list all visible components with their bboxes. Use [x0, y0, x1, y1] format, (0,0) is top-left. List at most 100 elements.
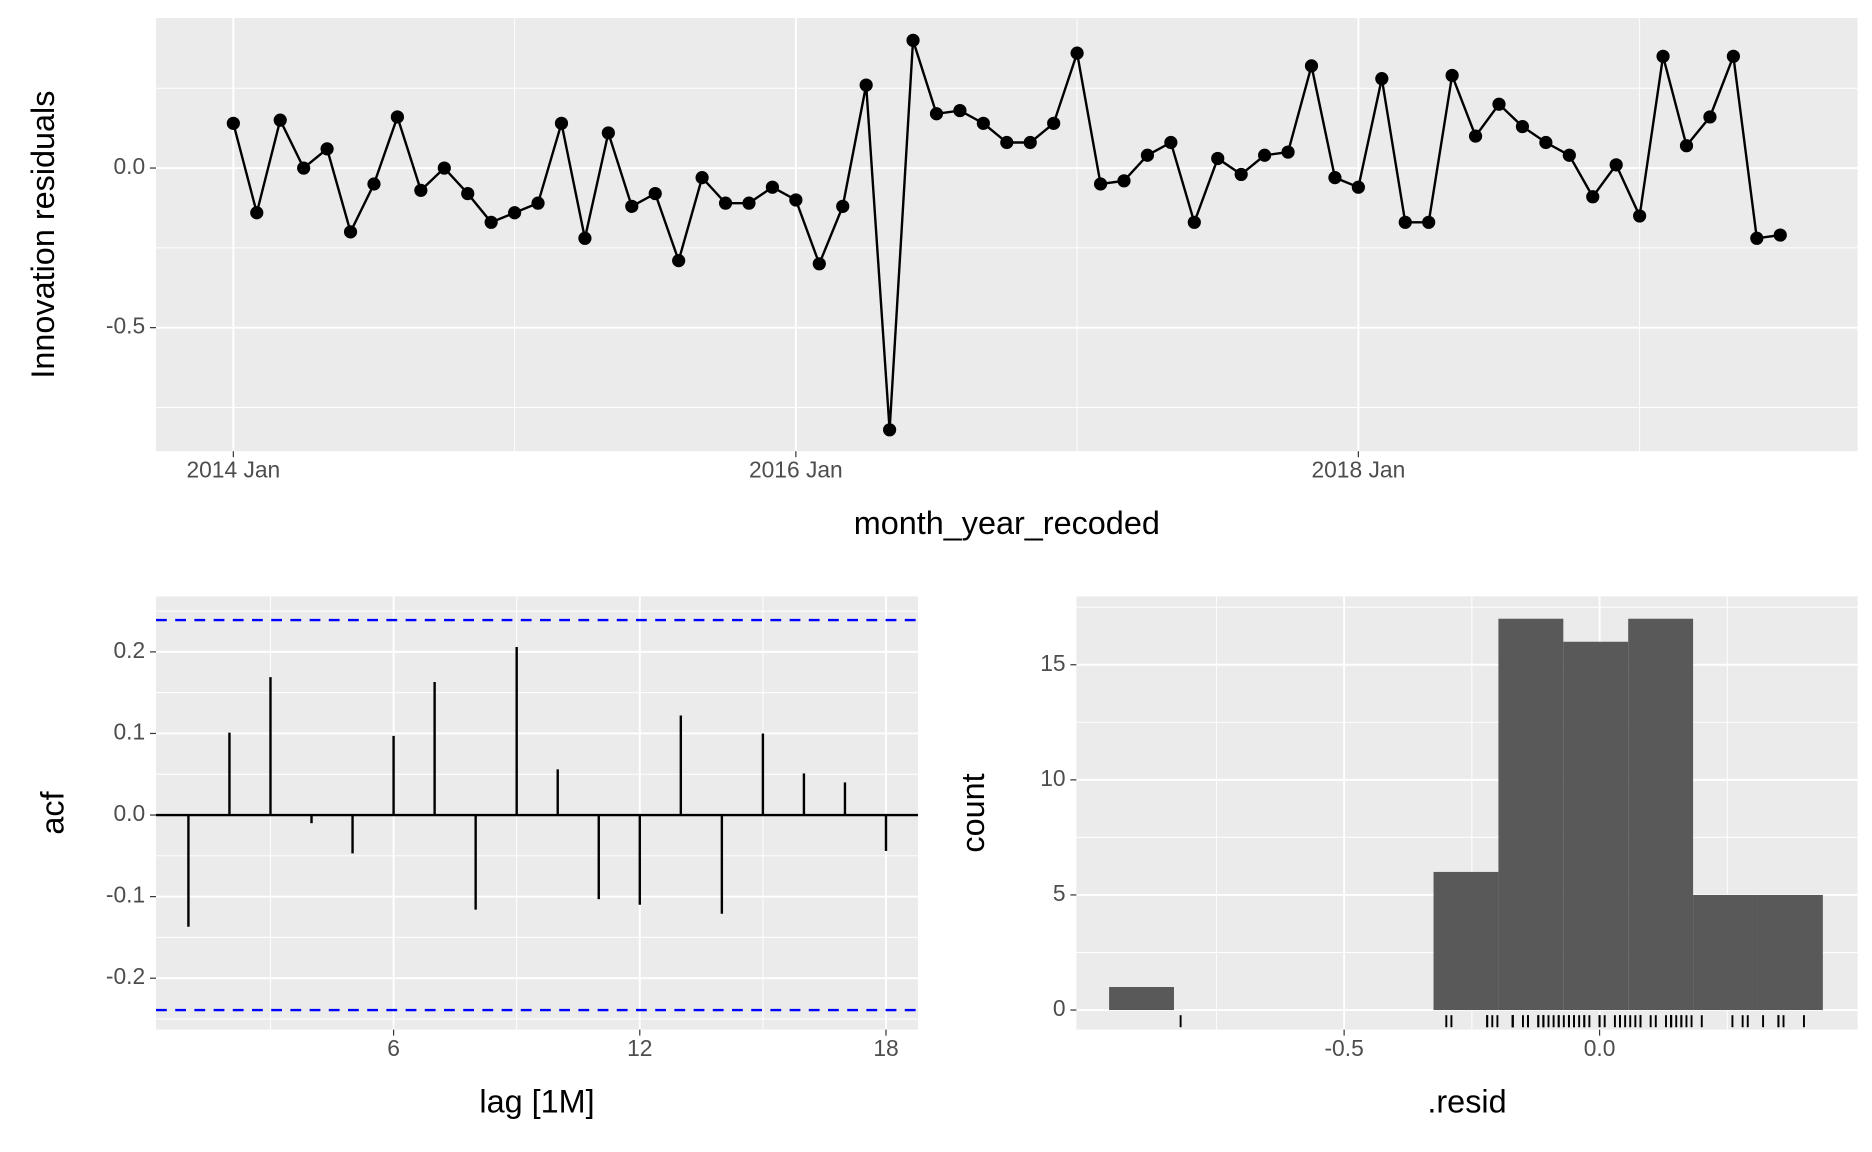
- point: [1726, 49, 1740, 63]
- point: [437, 161, 451, 175]
- point: [1351, 180, 1365, 194]
- point: [320, 142, 334, 156]
- bar: [1498, 618, 1564, 1011]
- point: [976, 116, 990, 130]
- point: [273, 113, 287, 127]
- y-tick-label: -0.2: [106, 963, 145, 989]
- bar: [1563, 641, 1629, 1011]
- x-axis-title: .resid: [1427, 1083, 1506, 1119]
- panel-background: [156, 18, 1858, 452]
- point: [1656, 49, 1670, 63]
- point: [226, 116, 240, 130]
- point: [1000, 135, 1014, 150]
- point: [1609, 158, 1623, 172]
- point: [578, 231, 592, 245]
- point: [929, 107, 944, 121]
- point: [1562, 148, 1576, 162]
- point: [1750, 231, 1764, 245]
- point: [883, 423, 897, 437]
- point: [742, 196, 756, 210]
- x-tick-label: 18: [873, 1035, 898, 1061]
- point: [1468, 129, 1483, 143]
- point: [531, 196, 545, 210]
- point: [625, 199, 639, 213]
- y-tick-label: 0.1: [113, 718, 145, 744]
- point: [906, 33, 920, 47]
- point: [812, 257, 826, 271]
- point: [461, 186, 475, 201]
- point: [1070, 46, 1084, 60]
- point: [1515, 119, 1530, 134]
- y-tick-label: 0.0: [113, 800, 145, 826]
- point: [297, 161, 311, 175]
- point: [1703, 110, 1717, 124]
- x-tick-label: 2016 Jan: [749, 457, 843, 483]
- point: [1398, 215, 1412, 229]
- point: [718, 196, 733, 210]
- point: [1633, 209, 1647, 223]
- point: [1586, 190, 1600, 204]
- x-tick-label: 12: [627, 1035, 652, 1061]
- point: [250, 206, 264, 220]
- point: [1258, 148, 1272, 162]
- y-axis-title: acf: [35, 790, 71, 834]
- x-tick-label: 2018 Jan: [1311, 457, 1405, 483]
- point: [390, 110, 405, 124]
- point: [554, 116, 569, 130]
- y-tick-label: 0.0: [113, 153, 145, 179]
- point: [1164, 135, 1178, 150]
- point: [672, 254, 686, 268]
- y-axis-title: count: [955, 773, 991, 852]
- point: [1093, 177, 1108, 191]
- point: [1211, 151, 1225, 166]
- x-tick-label: 0.0: [1584, 1035, 1616, 1061]
- bar: [1433, 871, 1499, 1011]
- point: [695, 171, 709, 185]
- bar: [1757, 894, 1823, 1011]
- y-tick-label: 5: [1053, 880, 1066, 906]
- point: [414, 183, 428, 197]
- point: [367, 177, 381, 191]
- point: [1117, 174, 1131, 188]
- point: [1492, 97, 1506, 111]
- point: [1539, 135, 1553, 150]
- point: [836, 199, 850, 213]
- point: [1422, 215, 1436, 229]
- y-tick-label: -0.5: [106, 313, 145, 339]
- bar: [1693, 894, 1758, 1011]
- point: [508, 206, 522, 220]
- y-tick-label: 10: [1040, 765, 1065, 791]
- point: [601, 126, 615, 140]
- point: [1328, 171, 1342, 185]
- point: [484, 215, 498, 229]
- point: [1140, 148, 1155, 162]
- point: [1304, 59, 1319, 73]
- y-tick-label: -0.1: [106, 882, 145, 908]
- y-tick-label: 0.2: [113, 637, 145, 663]
- point: [765, 180, 780, 194]
- point: [1445, 68, 1459, 83]
- x-tick-label: 2014 Jan: [186, 457, 280, 483]
- point: [1375, 72, 1389, 86]
- point: [953, 103, 967, 118]
- point: [648, 186, 662, 201]
- bar: [1628, 618, 1694, 1011]
- point: [1047, 116, 1061, 130]
- point: [1023, 135, 1037, 150]
- x-tick-label: 6: [387, 1035, 400, 1061]
- bar: [1109, 987, 1174, 1011]
- point: [343, 225, 358, 239]
- point: [789, 193, 803, 207]
- point: [859, 78, 873, 92]
- point: [1281, 145, 1295, 159]
- y-axis-title: Innovation residuals: [25, 91, 61, 379]
- point: [1679, 139, 1694, 153]
- point: [1187, 215, 1201, 229]
- x-tick-label: -0.5: [1324, 1035, 1363, 1061]
- point: [1234, 167, 1248, 182]
- x-axis-title: month_year_recoded: [854, 505, 1160, 541]
- y-tick-label: 0: [1053, 995, 1066, 1021]
- y-tick-label: 15: [1040, 650, 1065, 676]
- panel-background: [156, 596, 918, 1030]
